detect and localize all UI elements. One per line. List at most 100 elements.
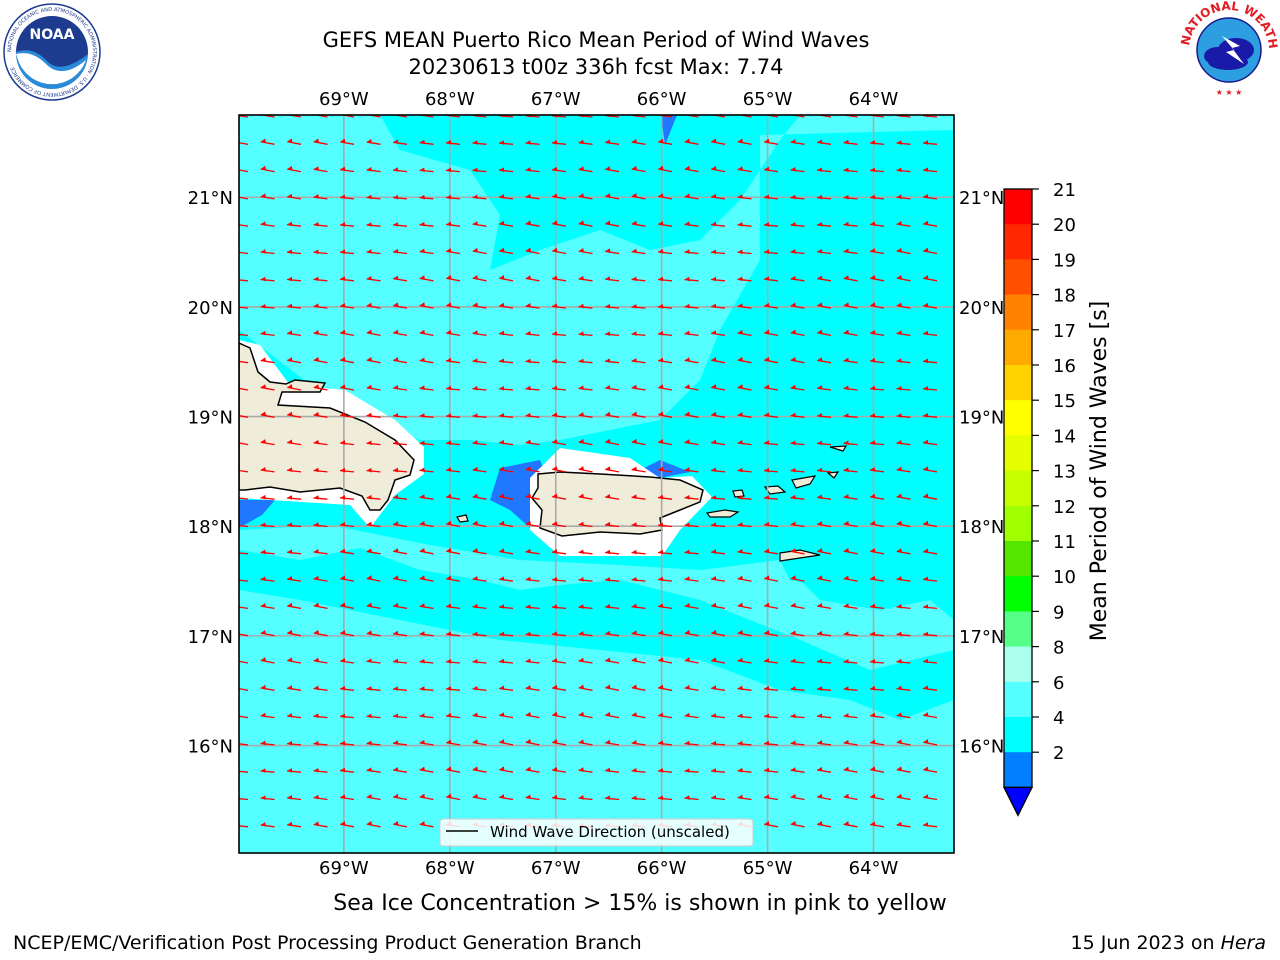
- wave-direction-arrow: [393, 630, 408, 637]
- wave-direction-arrow: [870, 575, 885, 582]
- wave-direction-arrow: [260, 795, 275, 801]
- wave-direction-arrow: [366, 275, 381, 282]
- wave-direction-arrow: [843, 413, 858, 418]
- wave-direction-arrow: [419, 575, 434, 582]
- lon-tick-label: 66°W: [637, 858, 687, 879]
- wave-direction-arrow: [843, 575, 858, 582]
- wave-direction-arrow: [896, 385, 911, 391]
- wave-direction-arrow: [446, 140, 461, 145]
- wave-direction-arrow: [923, 466, 938, 473]
- wave-direction-arrow: [260, 330, 275, 337]
- wave-direction-arrow: [366, 658, 381, 664]
- wave-direction-arrow: [552, 493, 567, 500]
- wave-direction-arrow: [340, 302, 355, 309]
- wave-direction-arrow: [392, 194, 408, 200]
- wave-direction-arrow: [737, 276, 752, 282]
- wave-direction-arrow: [764, 194, 779, 200]
- wave-direction-arrow: [923, 739, 938, 746]
- wave-direction-arrow: [737, 767, 752, 773]
- wave-direction-arrow: [923, 685, 938, 691]
- wave-direction-arrow: [711, 794, 726, 801]
- wave-direction-arrow: [658, 193, 673, 200]
- wave-direction-arrow: [790, 329, 805, 337]
- wave-direction-arrow: [525, 385, 540, 391]
- wave-direction-arrow: [737, 794, 752, 801]
- wave-direction-arrow: [817, 740, 832, 746]
- wave-direction-arrow: [366, 575, 381, 582]
- wave-direction-arrow: [923, 302, 938, 309]
- wave-direction-arrow: [393, 329, 408, 337]
- wave-direction-arrow: [604, 577, 620, 582]
- wave-direction-arrow: [419, 686, 434, 691]
- wave-direction-arrow: [472, 167, 487, 173]
- wave-direction-arrow: [790, 167, 805, 173]
- wave-direction-arrow: [472, 385, 487, 391]
- wave-direction-arrow: [552, 631, 567, 637]
- wave-direction-arrow: [684, 712, 699, 719]
- footer-host: Hera: [1220, 932, 1266, 954]
- wave-direction-arrow: [260, 249, 275, 255]
- wave-direction-arrow: [260, 221, 275, 227]
- lon-tick-label: 69°W: [319, 858, 369, 879]
- wave-direction-arrow: [711, 549, 726, 555]
- wave-direction-arrow: [419, 467, 434, 473]
- colorbar-segment: [1004, 611, 1032, 648]
- wave-direction-arrow: [472, 302, 487, 309]
- wave-direction-arrow: [737, 713, 752, 719]
- wave-direction-arrow: [366, 302, 381, 309]
- lon-tick-label: 69°W: [319, 89, 369, 110]
- wave-direction-arrow: [923, 220, 938, 227]
- wave-direction-arrow: [260, 138, 275, 145]
- wave-direction-arrow: [445, 167, 461, 173]
- wave-direction-arrow: [764, 740, 779, 746]
- wave-direction-arrow: [843, 547, 858, 555]
- wave-direction-arrow: [472, 766, 487, 773]
- wave-direction-arrow: [340, 548, 355, 555]
- wave-direction-arrow: [816, 194, 832, 200]
- lon-tick-label: 68°W: [425, 858, 475, 879]
- wave-direction-arrow: [578, 549, 593, 555]
- wave-direction-arrow: [764, 630, 779, 637]
- wave-direction-arrow: [552, 521, 567, 528]
- wave-direction-arrow: [578, 657, 593, 664]
- wave-direction-arrow: [711, 629, 726, 637]
- wave-direction-arrow: [843, 739, 858, 746]
- wave-direction-arrow: [923, 794, 938, 801]
- wave-direction-arrow: [870, 821, 885, 828]
- wave-direction-arrow: [631, 630, 646, 637]
- wave-direction-arrow: [340, 194, 355, 200]
- wave-direction-arrow: [525, 576, 540, 582]
- wave-direction-arrow: [605, 630, 620, 637]
- lon-tick-label: 68°W: [425, 89, 475, 110]
- wave-direction-arrow: [419, 793, 434, 801]
- wave-direction-arrow: [260, 494, 275, 500]
- wave-direction-arrow: [313, 439, 328, 446]
- wave-direction-arrow: [366, 494, 381, 500]
- wave-direction-arrow: [313, 794, 328, 801]
- wave-direction-arrow: [631, 248, 646, 255]
- mona-island: [456, 514, 469, 523]
- wave-direction-arrow: [419, 302, 434, 309]
- wave-direction-arrow: [446, 793, 461, 801]
- wave-direction-arrow: [605, 139, 620, 145]
- wave-direction-arrow: [525, 167, 540, 173]
- wave-direction-arrow: [419, 357, 434, 364]
- wave-direction-arrow: [658, 494, 673, 500]
- wave-direction-arrow: [923, 493, 938, 500]
- wave-direction-arrow: [631, 193, 646, 200]
- wave-direction-arrow: [446, 302, 461, 309]
- wave-direction-arrow: [472, 330, 487, 337]
- legend-label: Wind Wave Direction (unscaled): [490, 823, 730, 841]
- wave-direction-arrow: [419, 385, 434, 391]
- wave-direction-arrow: [499, 247, 514, 255]
- wave-direction-arrow: [605, 657, 620, 664]
- wave-direction-arrow: [340, 630, 355, 637]
- wave-direction-arrow: [817, 820, 832, 828]
- wave-direction-arrow: [499, 766, 514, 773]
- wave-direction-arrow: [366, 686, 381, 691]
- wave-direction-arrow: [499, 739, 514, 746]
- wave-direction-arrow: [684, 768, 699, 773]
- wave-direction-arrow: [710, 495, 726, 500]
- wave-direction-arrow: [313, 575, 328, 582]
- wave-direction-arrow: [339, 222, 355, 227]
